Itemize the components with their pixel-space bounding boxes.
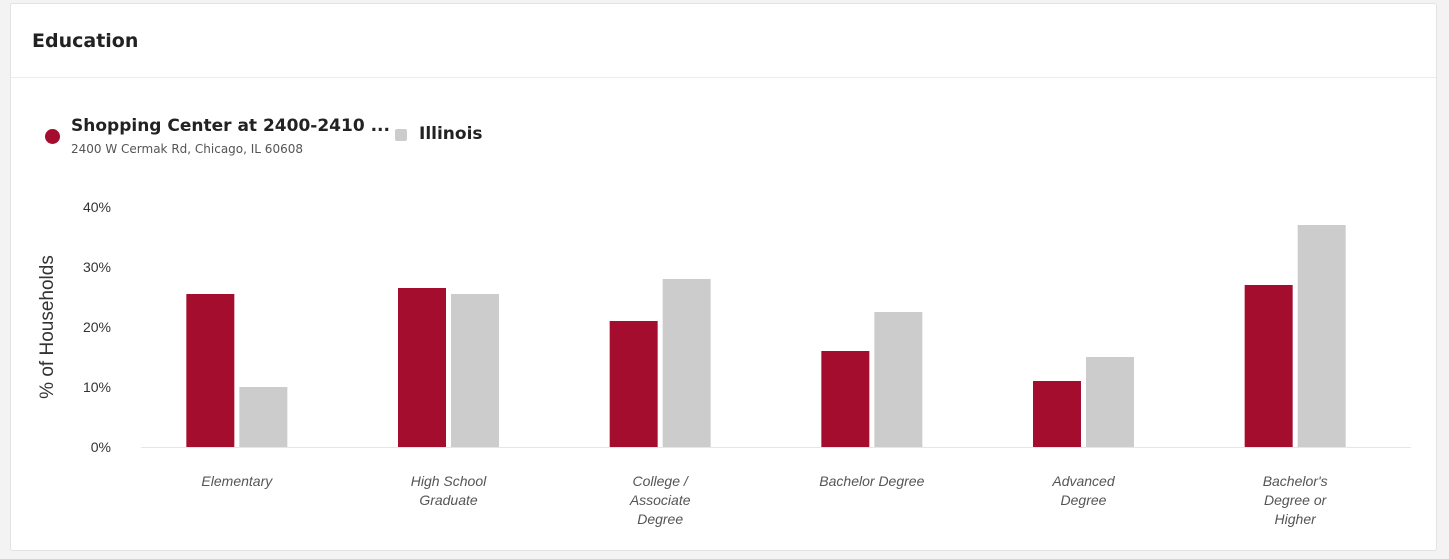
legend-dot-icon — [45, 129, 60, 144]
bar[interactable] — [451, 294, 499, 447]
x-tick-label: Degree — [637, 511, 683, 527]
bar[interactable] — [1244, 285, 1293, 447]
x-tick-label: Bachelor's — [1263, 473, 1328, 489]
education-card: Education Shopping Center at 2400-2410 .… — [10, 3, 1437, 551]
legend-label: Illinois — [419, 124, 483, 144]
y-tick-label: 10% — [83, 379, 111, 395]
legend-item-illinois[interactable]: Illinois — [395, 122, 495, 146]
card-header: Education — [11, 4, 1436, 78]
bar[interactable] — [1297, 225, 1346, 447]
card-title: Education — [32, 30, 139, 52]
x-tick-label: Graduate — [419, 492, 478, 508]
y-tick-label: 40% — [83, 199, 111, 215]
bar-chart: 0% 10% 20% 30% 40% % of Households Elementary H… — [37, 199, 1411, 527]
bar[interactable] — [1086, 357, 1134, 447]
legend-label: Shopping Center at 2400-2410 ... — [71, 116, 390, 136]
x-tick-label: Associate — [629, 492, 691, 508]
bar[interactable] — [239, 387, 288, 447]
bar[interactable] — [1033, 381, 1081, 447]
bar[interactable] — [186, 294, 235, 447]
x-tick-label: High School — [411, 473, 487, 489]
legend-address: 2400 W Cermak Rd, Chicago, IL 60608 — [71, 142, 303, 156]
legend-item-shopping-center[interactable]: Shopping Center at 2400-2410 ... 2400 W … — [45, 116, 390, 160]
bar[interactable] — [821, 351, 870, 447]
bar[interactable] — [609, 321, 658, 447]
x-tick-label: Bachelor Degree — [819, 473, 924, 489]
bar[interactable] — [398, 288, 446, 447]
x-tick-label: Higher — [1275, 511, 1318, 527]
y-axis-label: % of Households — [37, 255, 58, 399]
bar[interactable] — [874, 312, 923, 447]
x-tick-label: Degree — [1061, 492, 1107, 508]
legend-square-icon — [395, 129, 407, 141]
x-tick-label: Degree or — [1264, 492, 1328, 508]
x-tick-label: Elementary — [201, 473, 273, 489]
x-tick-label: Advanced — [1051, 473, 1115, 489]
y-tick-label: 0% — [91, 439, 111, 455]
y-tick-label: 20% — [83, 319, 111, 335]
y-tick-label: 30% — [83, 259, 111, 275]
bar[interactable] — [662, 279, 711, 447]
x-tick-label: College / — [633, 473, 690, 489]
